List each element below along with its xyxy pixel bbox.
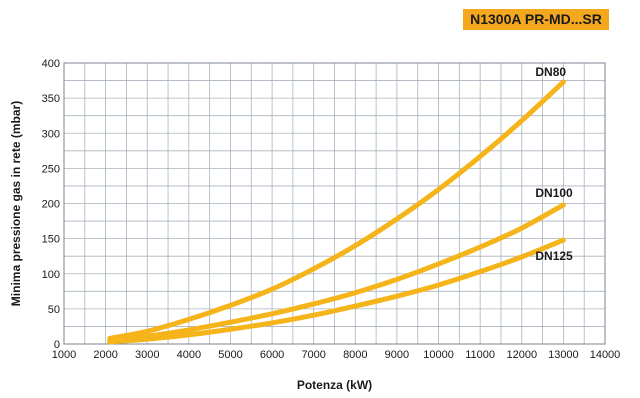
x-tick-label: 4000	[177, 349, 201, 361]
x-tick-label: 5000	[218, 349, 242, 361]
y-tick-label: 50	[48, 304, 60, 316]
x-tick-label: 2000	[93, 349, 117, 361]
y-axis-label: Minima pressione gas in rete (mbar)	[9, 101, 23, 306]
x-tick-label: 13000	[548, 349, 579, 361]
x-tick-label: 3000	[135, 349, 159, 361]
x-tick-label: 10000	[423, 349, 454, 361]
series-line-dn80	[107, 79, 566, 341]
y-tick-label: 150	[42, 234, 60, 246]
x-tick-label: 8000	[343, 349, 367, 361]
y-tick-labels: 0 50 100 150 200 250 300 350 400	[42, 58, 60, 351]
x-tick-label: 12000	[506, 349, 537, 361]
series-label-dn100: DN100	[535, 186, 573, 200]
y-tick-label: 350	[42, 93, 60, 105]
x-tick-label: 9000	[385, 349, 409, 361]
x-tick-labels: 1000 2000 3000 4000 5000 6000 7000 8000 9000 1000…	[52, 349, 621, 361]
x-tick-label: 6000	[260, 349, 284, 361]
y-tick-label: 250	[42, 163, 60, 175]
series-label-dn80: DN80	[535, 65, 566, 79]
y-tick-label: 400	[42, 58, 60, 70]
series-line-dn100	[107, 202, 566, 343]
x-tick-label: 1000	[52, 349, 76, 361]
y-tick-label: 0	[54, 339, 60, 351]
y-tick-label: 200	[42, 199, 60, 211]
x-tick-label: 11000	[465, 349, 495, 361]
chart-badge-title: N1300A PR-MD...SR	[463, 9, 609, 30]
y-tick-label: 100	[42, 269, 60, 281]
x-tick-label: 14000	[590, 349, 621, 361]
series-label-dn125: DN125	[535, 249, 573, 263]
chart-grid	[64, 63, 605, 344]
plot-frame	[63, 62, 606, 345]
series-line-dn125	[107, 237, 566, 345]
x-axis-label: Potenza (kW)	[297, 378, 372, 392]
chart-series	[107, 79, 566, 345]
y-tick-label: 300	[42, 128, 60, 140]
series-labels: DN80 DN100 DN125	[535, 65, 573, 263]
x-tick-label: 7000	[301, 349, 325, 361]
